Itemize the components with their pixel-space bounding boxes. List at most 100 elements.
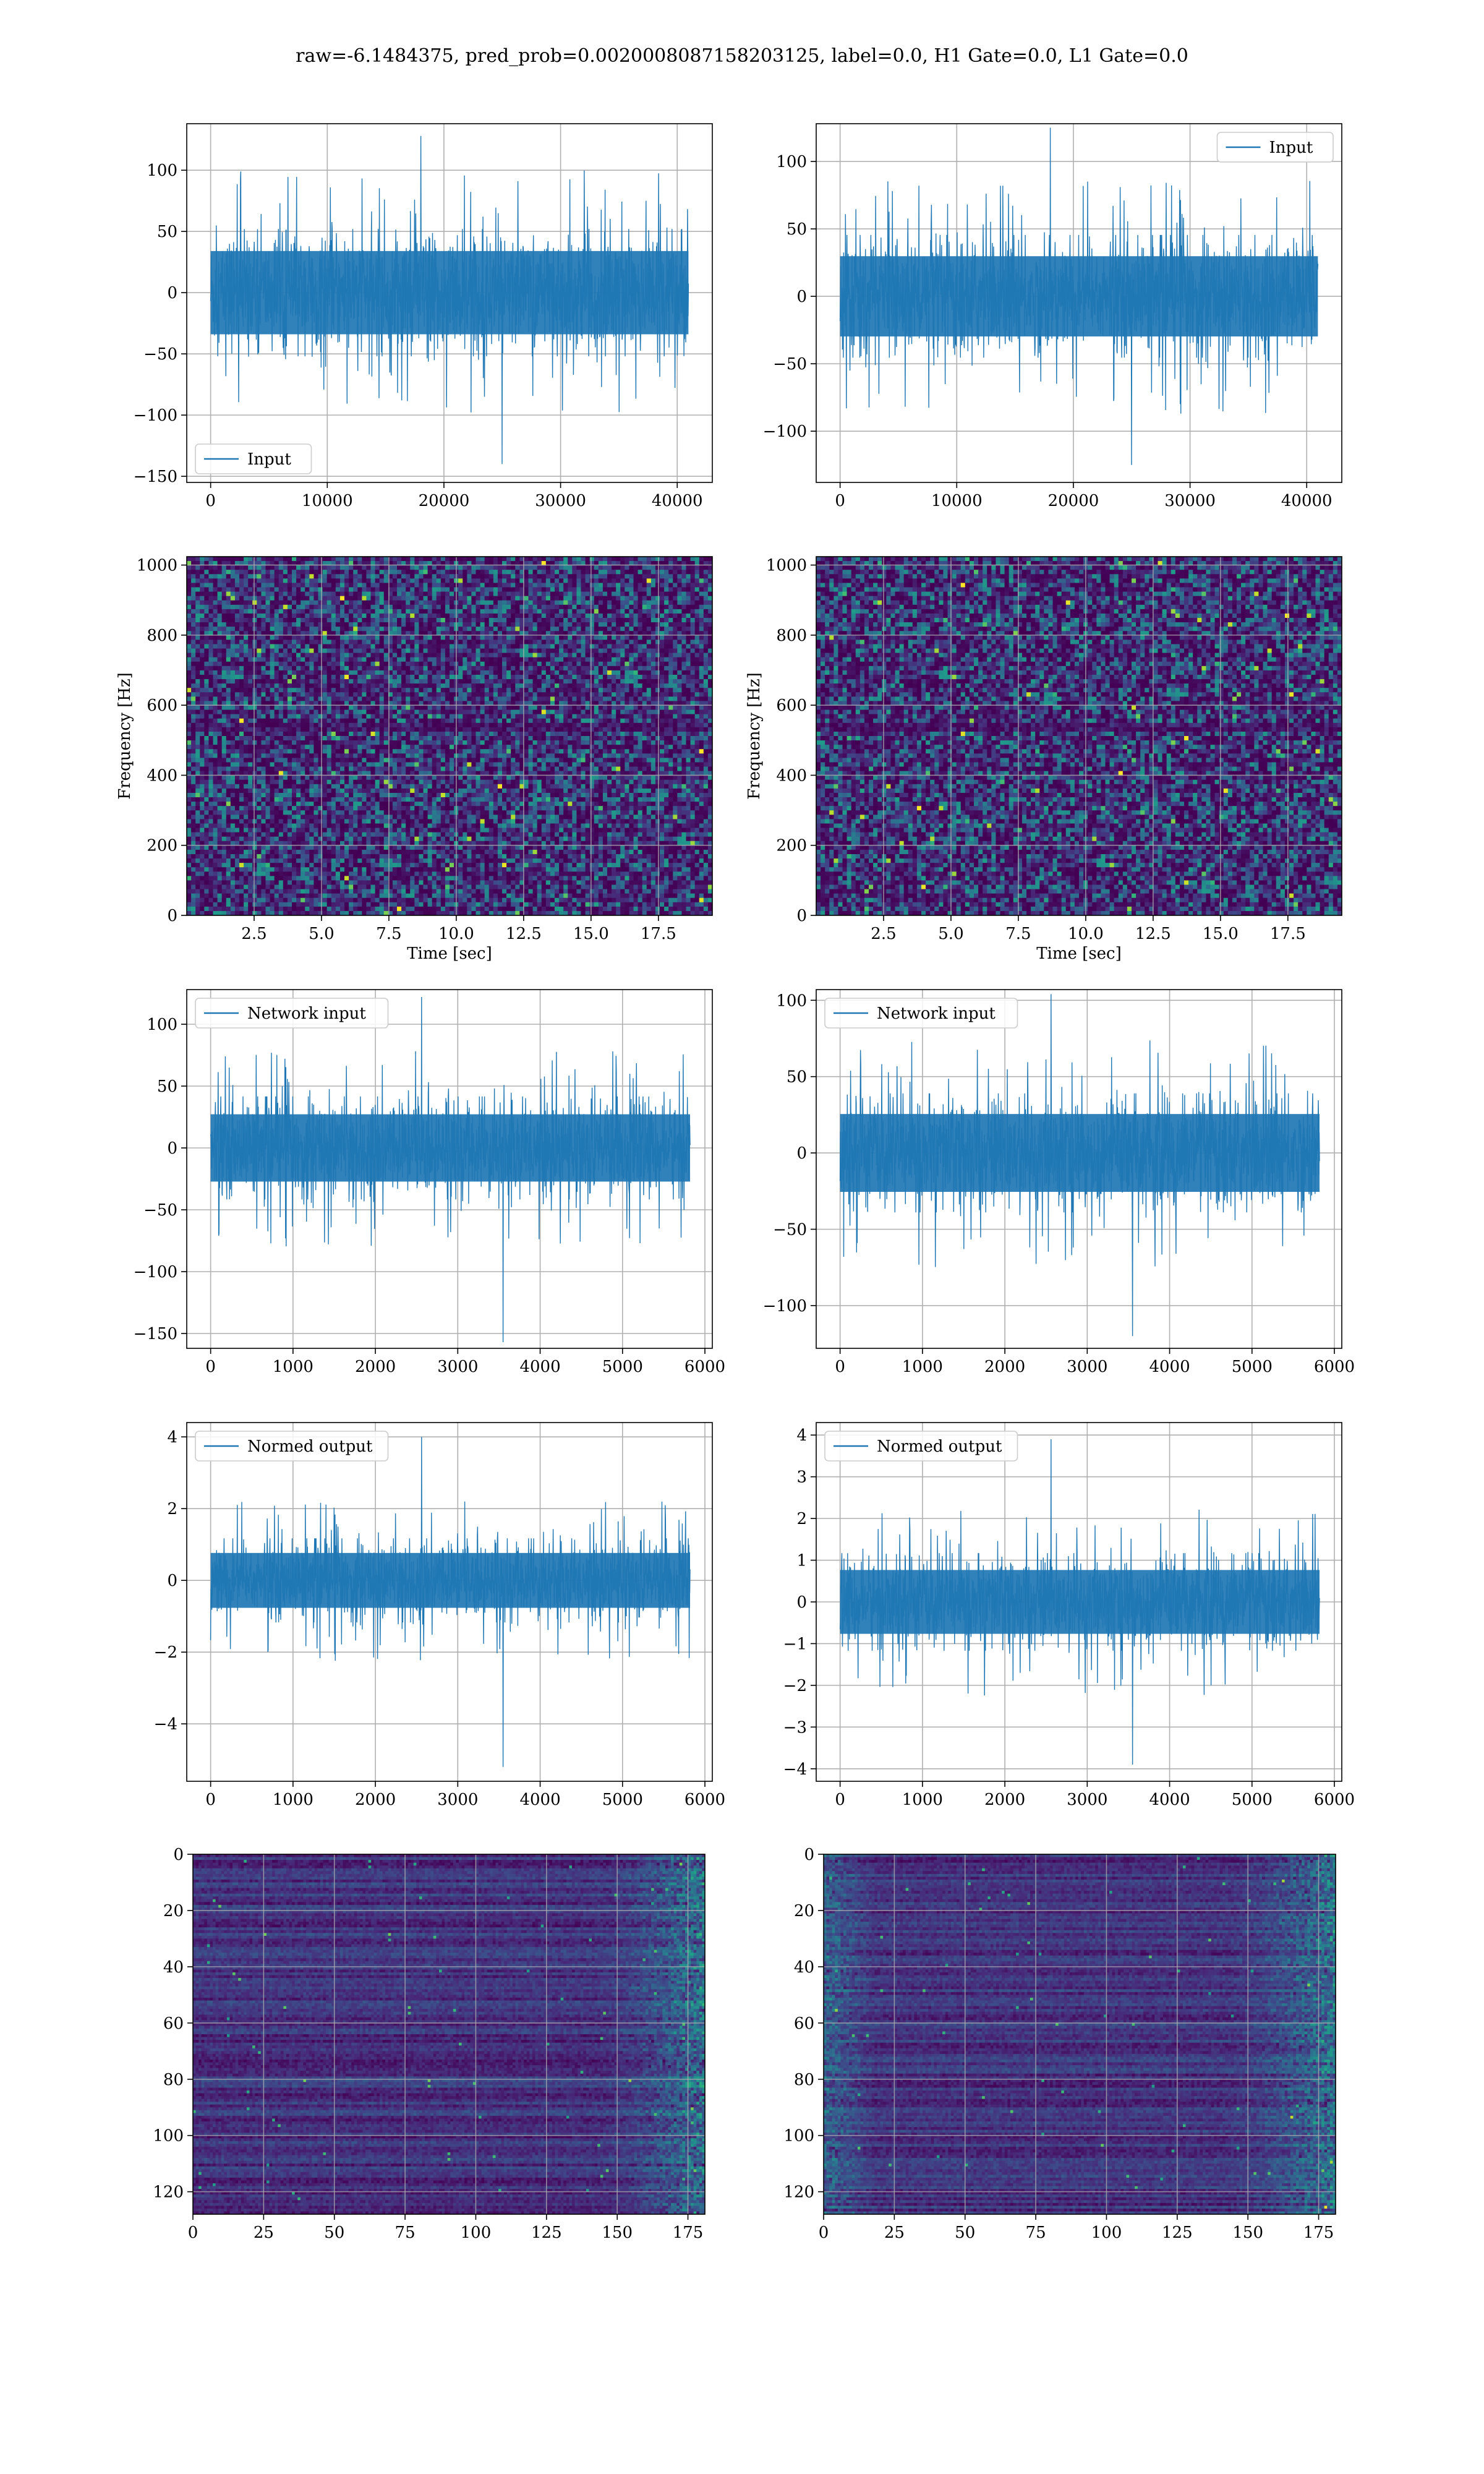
x-tick-label: 2000 xyxy=(984,1358,1025,1376)
x-tick-label: 2000 xyxy=(984,1791,1025,1809)
x-tick-label: 2000 xyxy=(355,1358,396,1376)
x-tick-label: 25 xyxy=(884,2224,905,2242)
y-tick-label: 2 xyxy=(167,1500,177,1518)
y-tick-label: 100 xyxy=(776,153,807,171)
x-tick-label: 0 xyxy=(835,492,845,510)
y-tick-label: 50 xyxy=(157,223,177,241)
y-tick-label: 50 xyxy=(787,1068,807,1087)
x-tick-label: 0 xyxy=(205,492,216,510)
x-tick-label: 25 xyxy=(254,2224,274,2242)
panel-r2-right: 2.5 5.0 7.5 10.0 12.5 15.0 17.5020040060080010… xyxy=(745,557,1342,963)
x-axis-label: Time [sec] xyxy=(407,944,492,963)
x-tick-label: 4000 xyxy=(519,1358,560,1376)
x-tick-label: 40000 xyxy=(652,492,703,510)
y-tick-label: −150 xyxy=(134,468,177,486)
y-tick-label: −150 xyxy=(134,1325,177,1343)
x-tick-label: 10.0 xyxy=(438,925,474,943)
y-tick-label: 80 xyxy=(794,2071,814,2089)
x-tick-label: 15.0 xyxy=(573,925,609,943)
y-tick-label: 100 xyxy=(147,1016,177,1034)
panel-r1-right-series-core xyxy=(840,256,1318,336)
x-tick-label: 10.0 xyxy=(1068,925,1104,943)
x-tick-label: 3000 xyxy=(437,1791,478,1809)
y-tick-label: 0 xyxy=(167,1139,177,1158)
x-tick-label: 20000 xyxy=(1048,492,1099,510)
panel-r4-right-series-core xyxy=(840,1570,1320,1633)
y-tick-label: 120 xyxy=(783,2183,814,2202)
x-tick-label: 3000 xyxy=(1067,1358,1107,1376)
y-tick-label: −4 xyxy=(783,1760,807,1779)
x-tick-label: 0 xyxy=(835,1358,845,1376)
x-tick-label: 175 xyxy=(1303,2224,1334,2242)
panel-r4-right-legend: Normed output xyxy=(825,1431,1018,1461)
y-tick-label: 0 xyxy=(167,284,177,302)
x-tick-label: 5000 xyxy=(1232,1358,1273,1376)
x-tick-label: 6000 xyxy=(684,1358,725,1376)
y-tick-label: 100 xyxy=(783,2127,814,2146)
x-tick-label: 0 xyxy=(205,1791,216,1809)
legend-label: Network input xyxy=(247,1004,366,1023)
x-tick-label: 7.5 xyxy=(1005,925,1031,943)
y-tick-label: 0 xyxy=(796,288,807,306)
x-tick-label: 125 xyxy=(1162,2224,1193,2242)
y-tick-label: 120 xyxy=(153,2183,184,2202)
x-tick-label: 2000 xyxy=(355,1791,396,1809)
y-tick-label: 60 xyxy=(163,2014,184,2033)
x-tick-label: 50 xyxy=(324,2224,344,2242)
y-tick-label: −50 xyxy=(773,355,807,374)
y-tick-label: 400 xyxy=(776,766,807,785)
panel-r3-right-series-core xyxy=(840,1114,1320,1192)
y-tick-label: 0 xyxy=(796,1593,807,1612)
y-tick-label: −4 xyxy=(154,1715,177,1734)
y-tick-label: 50 xyxy=(787,220,807,239)
x-tick-label: 2.5 xyxy=(871,925,896,943)
x-tick-label: 1000 xyxy=(902,1358,943,1376)
y-tick-label: 100 xyxy=(153,2127,184,2146)
y-tick-label: −2 xyxy=(783,1677,807,1695)
x-tick-label: 150 xyxy=(1232,2224,1263,2242)
x-tick-label: 3000 xyxy=(1067,1791,1107,1809)
x-tick-label: 4000 xyxy=(519,1791,560,1809)
x-tick-label: 1000 xyxy=(273,1358,313,1376)
x-tick-label: 5.0 xyxy=(309,925,334,943)
y-tick-label: 60 xyxy=(794,2014,814,2033)
x-tick-label: 1000 xyxy=(902,1791,943,1809)
x-tick-label: 10000 xyxy=(931,492,983,510)
legend-label: Network input xyxy=(877,1004,996,1023)
y-tick-label: −100 xyxy=(763,1297,807,1316)
y-tick-label: 1000 xyxy=(137,557,177,575)
y-tick-label: 1000 xyxy=(766,557,807,575)
y-tick-label: 4 xyxy=(167,1428,177,1447)
y-tick-label: 1 xyxy=(796,1552,807,1570)
x-tick-label: 6000 xyxy=(684,1791,725,1809)
y-tick-label: 2 xyxy=(796,1510,807,1528)
y-tick-label: 0 xyxy=(167,907,177,925)
y-tick-label: 0 xyxy=(167,1572,177,1590)
x-tick-label: 175 xyxy=(673,2224,704,2242)
x-tick-label: 0 xyxy=(188,2224,198,2242)
x-tick-label: 30000 xyxy=(1164,492,1216,510)
y-tick-label: −50 xyxy=(773,1220,807,1239)
x-tick-label: 75 xyxy=(1026,2224,1046,2242)
y-tick-label: 800 xyxy=(776,627,807,645)
x-tick-label: 0 xyxy=(205,1358,216,1376)
x-tick-label: 5000 xyxy=(602,1358,643,1376)
panel-r3-left-legend: Network input xyxy=(195,998,388,1028)
x-tick-label: 10000 xyxy=(302,492,353,510)
y-tick-label: 100 xyxy=(147,161,177,180)
legend-label: Normed output xyxy=(877,1437,1002,1456)
y-tick-label: 800 xyxy=(147,627,177,645)
y-tick-label: 0 xyxy=(173,1846,184,1864)
x-tick-label: 12.5 xyxy=(1135,925,1171,943)
legend-label: Input xyxy=(1269,139,1313,157)
y-tick-label: 200 xyxy=(776,837,807,855)
y-tick-label: 40 xyxy=(163,1958,184,1977)
x-tick-label: 30000 xyxy=(535,492,586,510)
panel-r4-left-legend: Normed output xyxy=(195,1431,388,1461)
x-tick-label: 5000 xyxy=(602,1791,643,1809)
panel-r1-right-legend: Input xyxy=(1217,132,1334,162)
x-tick-label: 50 xyxy=(955,2224,975,2242)
